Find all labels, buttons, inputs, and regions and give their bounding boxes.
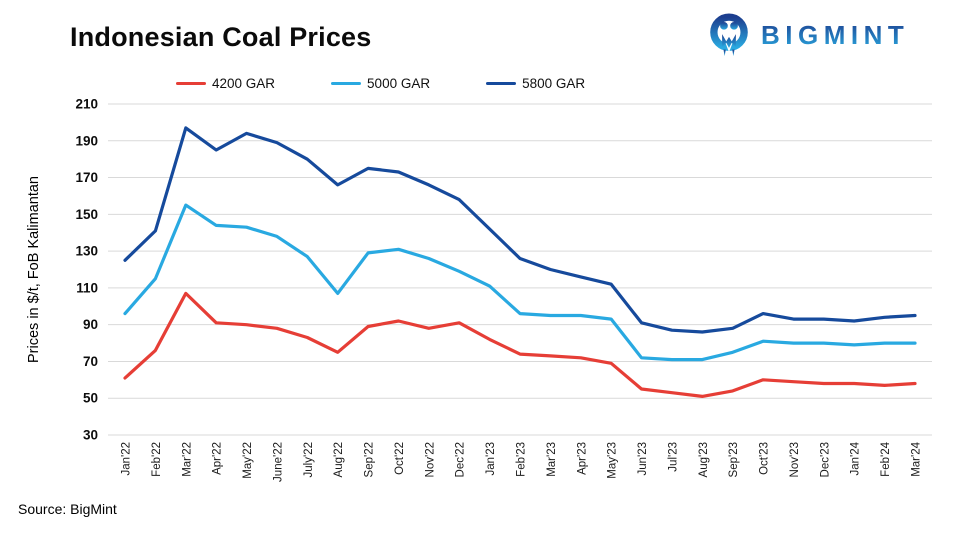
y-tick-label: 130: [75, 244, 98, 259]
legend-item-4200-gar: 4200 GAR: [176, 76, 275, 91]
legend-label: 5000 GAR: [367, 76, 431, 91]
x-tick-label: July'22: [303, 442, 315, 477]
svg-text:BIGMINT: BIGMINT: [761, 20, 909, 50]
legend-marker: [331, 81, 362, 86]
legend-marker: [176, 81, 206, 86]
page-title: Indonesian Coal Prices: [70, 22, 372, 52]
x-tick-label: June'22: [272, 442, 284, 482]
y-axis-title: Prices in $/t, FoB Kalimantan: [26, 176, 42, 363]
x-tick-label: Dec'22: [455, 442, 467, 477]
source-note: Source: BigMint: [18, 501, 117, 517]
x-tick-label: Dec'23: [819, 442, 831, 477]
series-line-5800-gar: [123, 126, 917, 334]
x-tick-label: Feb'23: [516, 442, 528, 477]
bigmint-logo-icon: [710, 13, 748, 57]
y-tick-label: 30: [83, 428, 98, 443]
x-tick-label: Apr'22: [212, 442, 224, 475]
x-tick-label: Aug'23: [698, 442, 710, 477]
legend-marker: [486, 81, 517, 86]
x-tick-label: Sep'22: [364, 442, 376, 477]
x-tick-label: May'23: [607, 442, 619, 479]
y-tick-label: 210: [75, 97, 98, 112]
x-tick-label: Feb'22: [151, 442, 163, 477]
x-tick-label: Jul'23: [667, 442, 679, 472]
y-tick-label: 50: [83, 391, 98, 406]
x-tick-label: Jan'24: [850, 441, 862, 475]
bigmint-logo: BIGMINT: [707, 12, 946, 58]
x-tick-label: Mar'24: [911, 441, 923, 476]
series-line-4200-gar: [123, 291, 917, 398]
x-tick-label: Jun'23: [637, 442, 649, 476]
x-tick-label: Oct'23: [759, 442, 771, 475]
x-tick-label: Sep'23: [728, 442, 740, 477]
x-tick-label: Nov'23: [789, 442, 801, 477]
x-tick-label: Mar'23: [546, 442, 558, 477]
y-tick-label: 90: [83, 317, 98, 332]
x-tick-label: Jan'23: [485, 442, 497, 476]
legend-label: 4200 GAR: [212, 76, 276, 91]
y-tick-label: 170: [75, 170, 98, 185]
x-tick-label: Nov'22: [424, 442, 436, 477]
x-tick-label: May'22: [242, 442, 254, 479]
y-tick-label: 190: [75, 133, 98, 148]
x-tick-label: Mar'22: [181, 442, 193, 477]
x-tick-label: Jan'22: [121, 442, 133, 476]
y-tick-label: 110: [76, 280, 98, 295]
series-line-5000-gar: [123, 203, 917, 362]
x-tick-label: Oct'22: [394, 442, 406, 475]
legend-item-5800-gar: 5800 GAR: [486, 76, 585, 91]
y-tick-label: 150: [75, 207, 98, 222]
chart-legend: 4200 GAR 5000 GAR 5800 GAR: [176, 76, 585, 91]
x-tick-label: Feb'24: [880, 441, 892, 476]
bigmint-logo-wordmark: BIGMINT: [761, 20, 909, 50]
legend-label: 5800 GAR: [522, 76, 586, 91]
x-tick-label: Aug'22: [333, 442, 345, 477]
y-tick-label: 70: [83, 354, 98, 369]
x-tick-label: Apr'23: [576, 442, 588, 475]
legend-item-5000-gar: 5000 GAR: [331, 76, 430, 91]
